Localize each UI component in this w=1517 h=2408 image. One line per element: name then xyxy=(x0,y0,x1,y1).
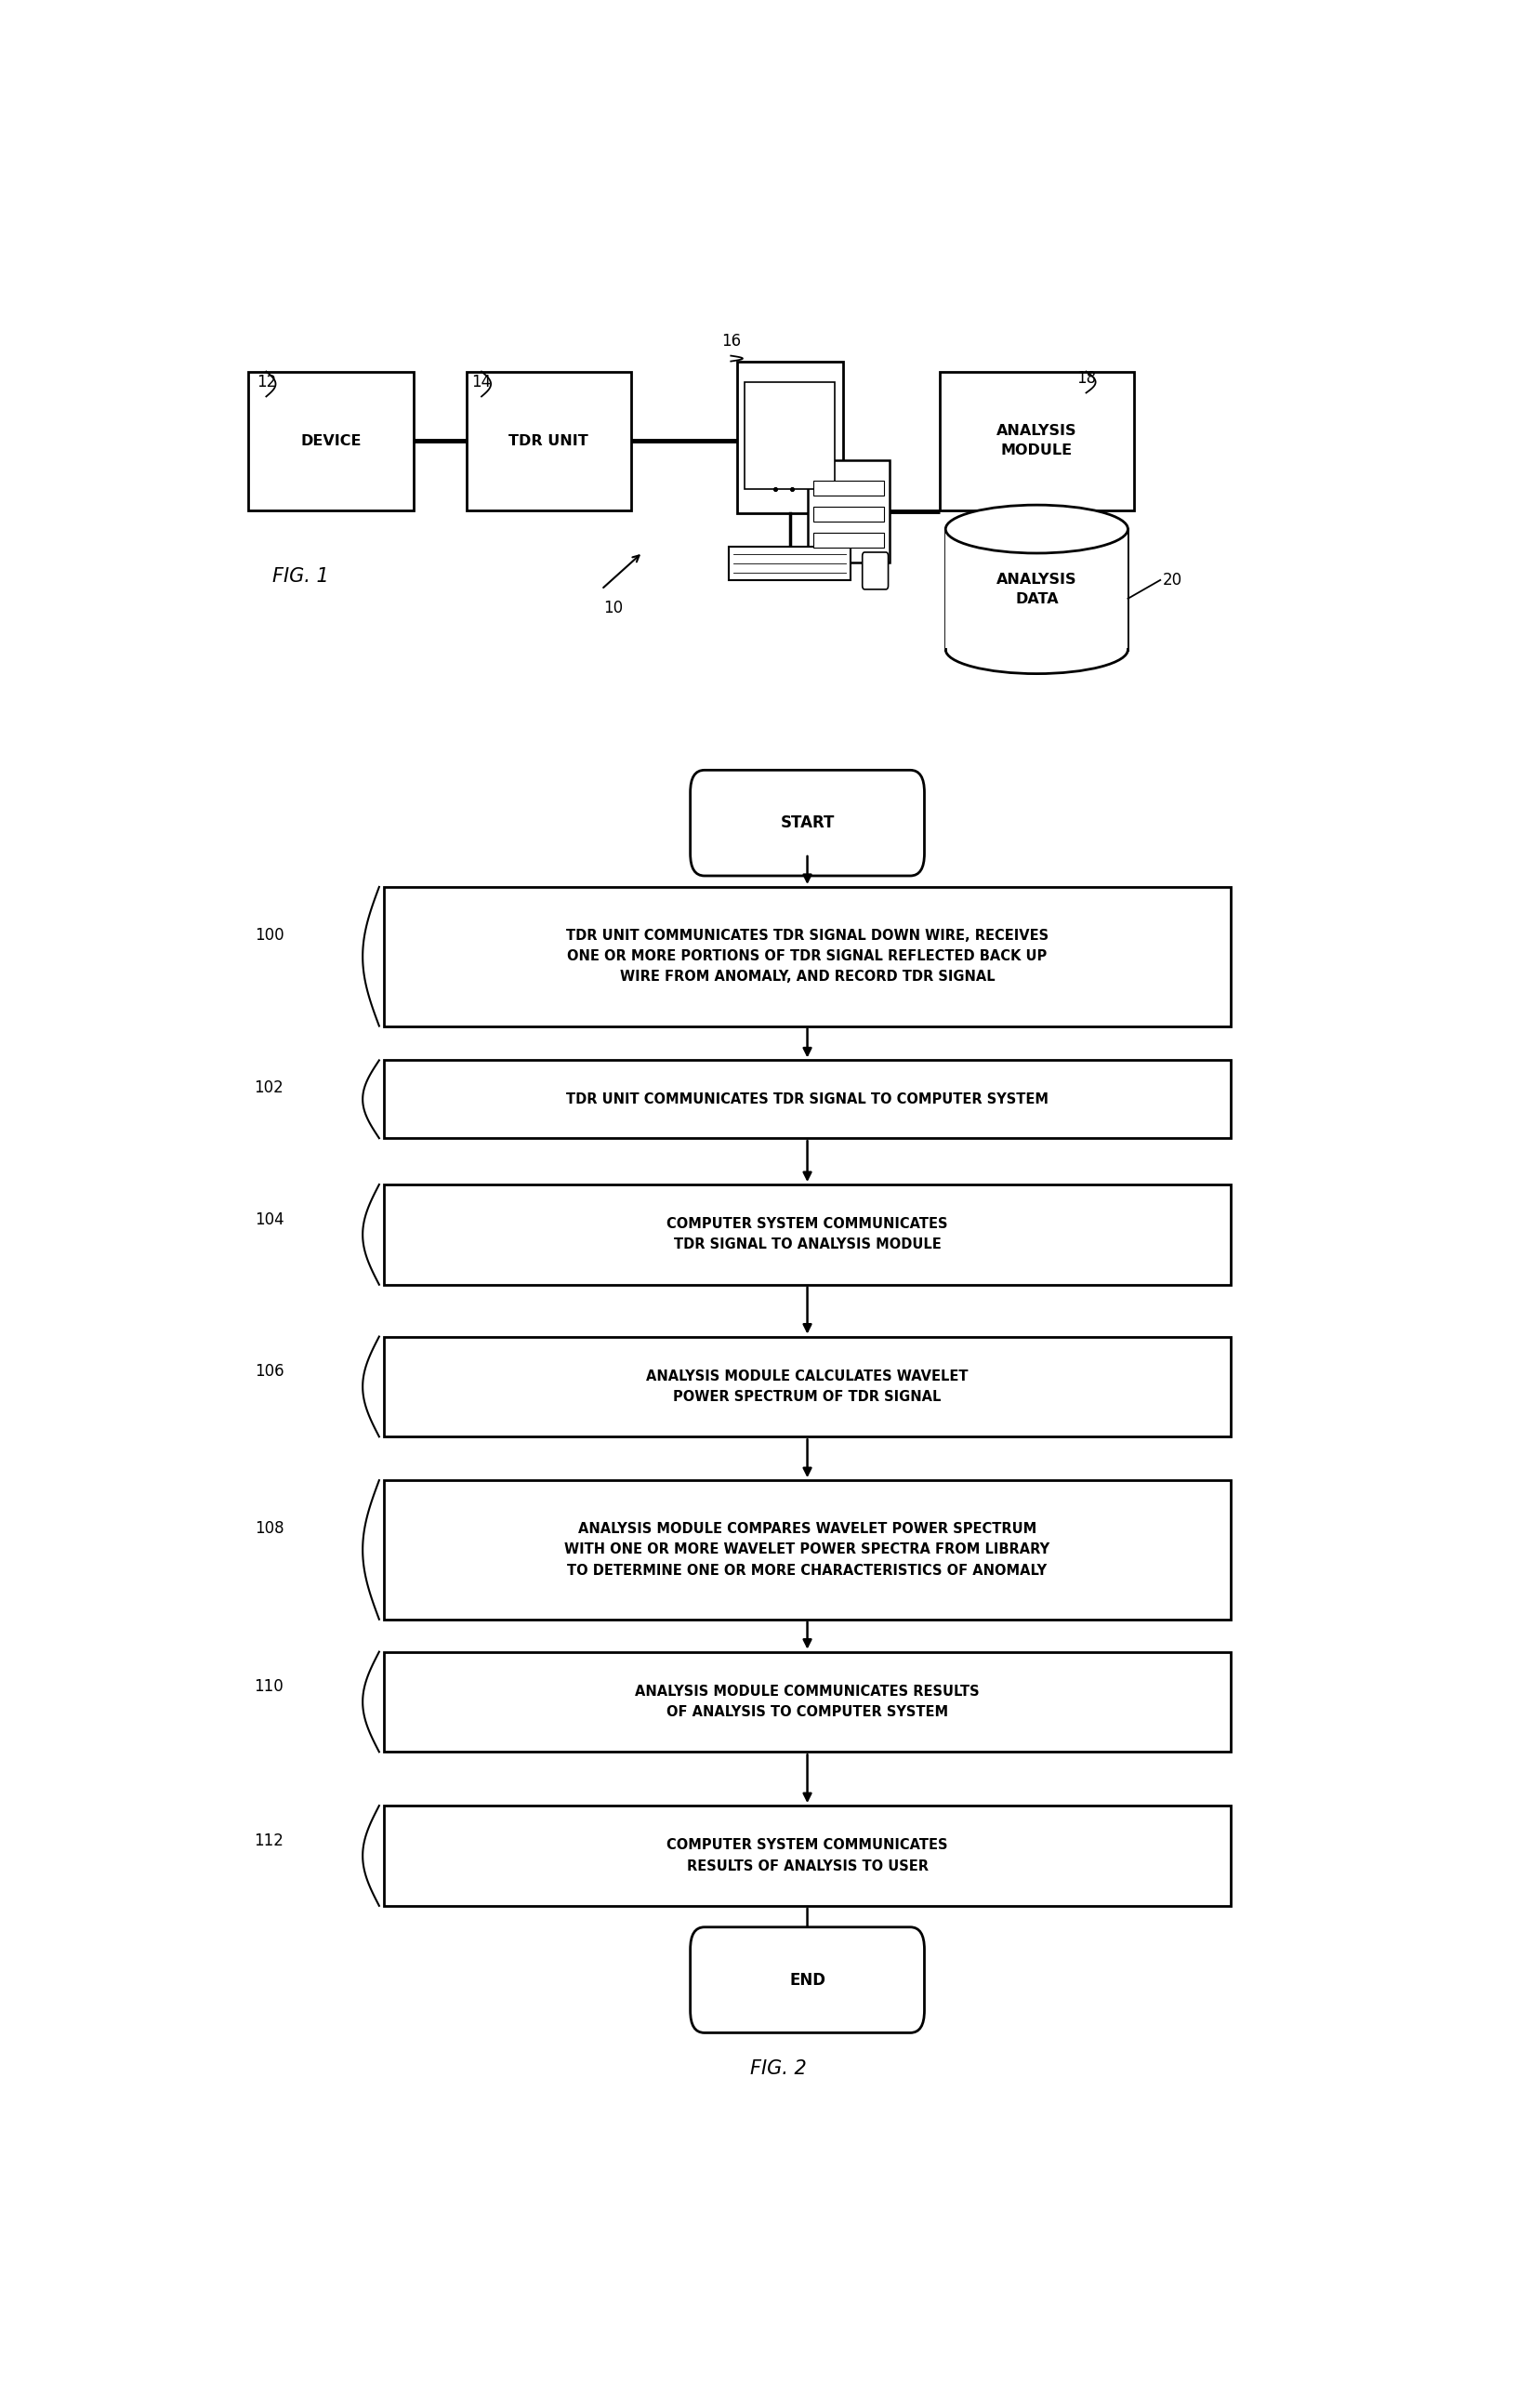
FancyBboxPatch shape xyxy=(384,886,1230,1026)
Text: TDR UNIT: TDR UNIT xyxy=(508,433,589,448)
Text: 104: 104 xyxy=(255,1211,284,1228)
FancyBboxPatch shape xyxy=(745,383,834,489)
FancyBboxPatch shape xyxy=(384,1481,1230,1618)
Text: DEVICE: DEVICE xyxy=(300,433,361,448)
FancyBboxPatch shape xyxy=(384,1060,1230,1139)
Text: 18: 18 xyxy=(1076,368,1095,385)
Text: 106: 106 xyxy=(255,1363,284,1380)
FancyBboxPatch shape xyxy=(813,482,883,496)
Text: 14: 14 xyxy=(472,373,492,390)
Text: TDR UNIT COMMUNICATES TDR SIGNAL TO COMPUTER SYSTEM: TDR UNIT COMMUNICATES TDR SIGNAL TO COMP… xyxy=(566,1093,1048,1105)
FancyBboxPatch shape xyxy=(466,371,631,510)
Text: END: END xyxy=(789,1972,825,1989)
FancyBboxPatch shape xyxy=(384,1806,1230,1905)
FancyBboxPatch shape xyxy=(384,1336,1230,1438)
Text: ANALYSIS
MODULE: ANALYSIS MODULE xyxy=(997,424,1076,458)
FancyBboxPatch shape xyxy=(945,530,1127,648)
FancyBboxPatch shape xyxy=(813,532,883,547)
Text: FIG. 1: FIG. 1 xyxy=(272,566,328,585)
Text: START: START xyxy=(780,814,834,831)
Text: ANALYSIS
DATA: ANALYSIS DATA xyxy=(997,573,1076,607)
Text: 110: 110 xyxy=(255,1678,284,1695)
FancyBboxPatch shape xyxy=(249,371,413,510)
Text: 20: 20 xyxy=(1162,571,1182,588)
FancyBboxPatch shape xyxy=(728,547,850,580)
Text: 112: 112 xyxy=(253,1832,284,1849)
Ellipse shape xyxy=(945,506,1127,554)
FancyBboxPatch shape xyxy=(736,361,842,513)
FancyBboxPatch shape xyxy=(690,1926,924,2032)
Text: 100: 100 xyxy=(255,927,284,944)
Text: COMPUTER SYSTEM COMMUNICATES
TDR SIGNAL TO ANALYSIS MODULE: COMPUTER SYSTEM COMMUNICATES TDR SIGNAL … xyxy=(666,1218,947,1252)
FancyBboxPatch shape xyxy=(862,551,887,590)
Text: 108: 108 xyxy=(255,1519,284,1536)
Text: ANALYSIS MODULE CALCULATES WAVELET
POWER SPECTRUM OF TDR SIGNAL: ANALYSIS MODULE CALCULATES WAVELET POWER… xyxy=(646,1370,968,1404)
FancyBboxPatch shape xyxy=(807,460,889,563)
Text: TDR UNIT COMMUNICATES TDR SIGNAL DOWN WIRE, RECEIVES
ONE OR MORE PORTIONS OF TDR: TDR UNIT COMMUNICATES TDR SIGNAL DOWN WI… xyxy=(566,929,1048,985)
FancyBboxPatch shape xyxy=(384,1652,1230,1753)
FancyBboxPatch shape xyxy=(939,371,1133,510)
Text: ANALYSIS MODULE COMPARES WAVELET POWER SPECTRUM
WITH ONE OR MORE WAVELET POWER S: ANALYSIS MODULE COMPARES WAVELET POWER S… xyxy=(564,1522,1050,1577)
Text: 10: 10 xyxy=(604,600,622,616)
Text: FIG. 2: FIG. 2 xyxy=(749,2059,806,2078)
FancyBboxPatch shape xyxy=(813,506,883,523)
FancyBboxPatch shape xyxy=(690,771,924,877)
FancyBboxPatch shape xyxy=(384,1185,1230,1283)
Text: 12: 12 xyxy=(256,373,276,390)
Text: ANALYSIS MODULE COMMUNICATES RESULTS
OF ANALYSIS TO COMPUTER SYSTEM: ANALYSIS MODULE COMMUNICATES RESULTS OF … xyxy=(634,1686,978,1719)
Text: 16: 16 xyxy=(721,332,740,349)
Text: 102: 102 xyxy=(255,1079,284,1096)
Text: COMPUTER SYSTEM COMMUNICATES
RESULTS OF ANALYSIS TO USER: COMPUTER SYSTEM COMMUNICATES RESULTS OF … xyxy=(666,1837,947,1873)
